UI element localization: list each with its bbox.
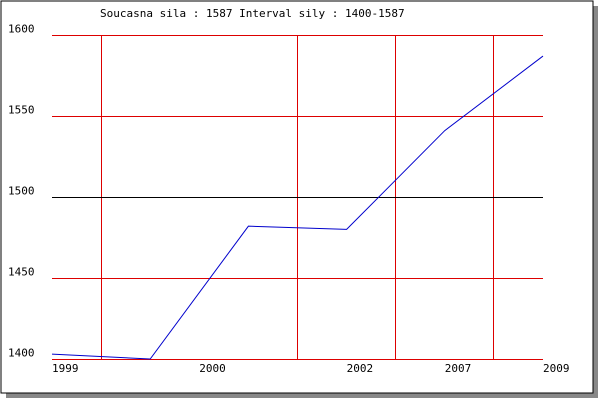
x-tick-label: 2009 (543, 362, 570, 375)
y-tick-label: 1600 (8, 23, 35, 36)
y-tick-label: 1400 (8, 347, 35, 360)
x-tick-label: 2002 (347, 362, 374, 375)
x-tick-label: 1999 (52, 362, 79, 375)
series-line (51, 55, 544, 360)
x-tick-label: 2000 (199, 362, 226, 375)
y-tick-label: 1500 (8, 185, 35, 198)
y-tick-label: 1550 (8, 104, 35, 117)
x-tick-label: 2007 (445, 362, 472, 375)
chart-title: Soucasna sila : 1587 Interval sily : 140… (100, 7, 405, 20)
y-tick-label: 1450 (8, 266, 35, 279)
